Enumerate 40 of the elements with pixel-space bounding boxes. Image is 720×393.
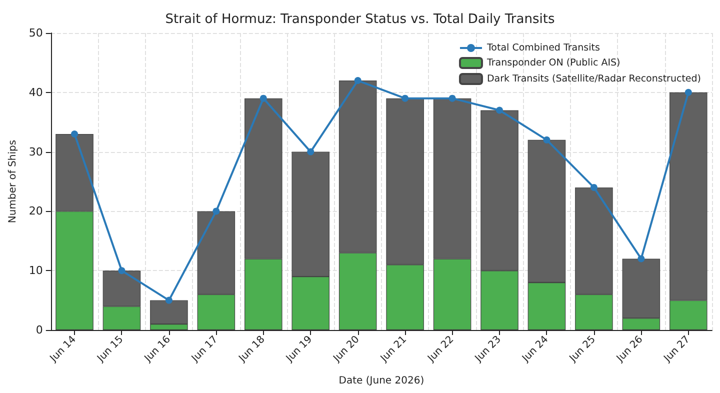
point xyxy=(543,136,550,144)
point xyxy=(638,255,645,262)
x-tick-label: Jun 17 xyxy=(189,334,220,365)
x-tick-label: Jun 16 xyxy=(142,334,173,365)
y-axis-title: Number of Ships xyxy=(8,140,18,224)
x-tick-label: Jun 20 xyxy=(330,334,362,365)
x-tick-label: Jun 26 xyxy=(614,334,646,365)
point xyxy=(354,77,362,84)
legend-label: Total Combined Transits xyxy=(486,42,600,54)
x-axis-title: Date (June 2026) xyxy=(338,376,424,386)
point xyxy=(165,296,172,304)
x-tick-label: Jun 18 xyxy=(236,334,268,365)
x-tick-label: Jun 25 xyxy=(567,334,598,365)
y-tick-label: 0 xyxy=(36,324,43,336)
legend-label: Transponder ON (Public AIS) xyxy=(486,58,620,68)
legend-label: Dark Transits (Satellite/Radar Reconstructed) xyxy=(486,74,701,84)
point xyxy=(118,267,126,274)
x-tick-label: Jun 22 xyxy=(425,334,456,365)
point xyxy=(448,94,456,102)
x-tick-label: Jun 23 xyxy=(472,334,504,365)
y-tick-label: 40 xyxy=(28,86,43,99)
x-tick-label: Jun 14 xyxy=(48,334,78,365)
point xyxy=(496,106,504,114)
y-tick-label: 30 xyxy=(28,145,43,158)
x-tick-label: Jun 15 xyxy=(94,334,126,365)
point xyxy=(260,94,267,102)
point xyxy=(402,94,409,102)
x-tick-label: Jun 24 xyxy=(520,334,551,365)
y-tick-label: 50 xyxy=(28,26,43,40)
point xyxy=(684,88,692,96)
point xyxy=(590,184,598,191)
point xyxy=(71,130,78,138)
chart-title: Strait of Hormuz: Transponder Status vs. Total Daily Transits xyxy=(165,12,555,27)
y-tick-label: 20 xyxy=(28,204,43,218)
point xyxy=(307,148,314,156)
x-tick-label: Jun 27 xyxy=(662,334,692,365)
point xyxy=(212,208,220,215)
x-tick-label: Jun 21 xyxy=(378,334,409,365)
x-tick-label: Jun 19 xyxy=(284,334,315,365)
y-tick-label: 10 xyxy=(28,264,43,278)
